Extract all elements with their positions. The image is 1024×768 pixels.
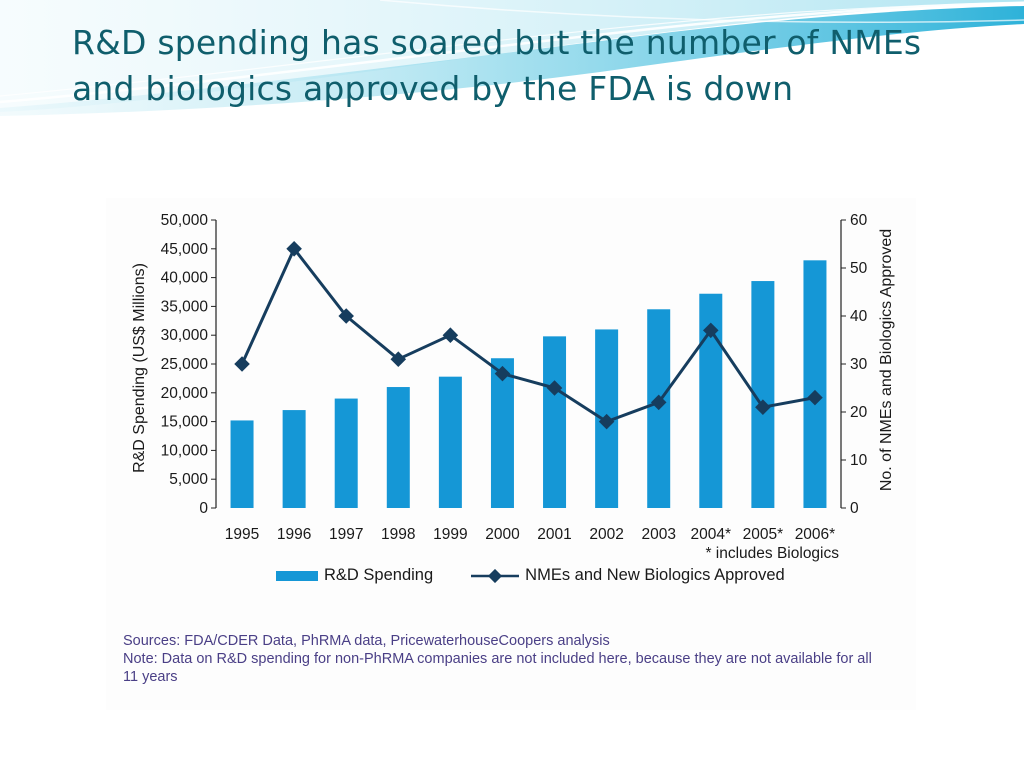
x-tick-labels: 1995 1996 1997 1998 1999 2000 2001 2002 2003 2004…	[225, 526, 835, 543]
approvals-point	[234, 356, 250, 372]
bar-rd-spending	[751, 281, 775, 508]
right-tick-label: 10	[850, 452, 868, 469]
x-tick-label: 2002	[589, 526, 623, 543]
bar-rd-spending	[490, 358, 514, 508]
x-tick-label: 2005*	[743, 526, 784, 543]
legend-line-swatch	[471, 568, 520, 583]
bar-rd-spending	[230, 420, 254, 508]
chart-panel: 0 5,000 10,000 15,000 20,000 25,000 30,000 35,0…	[106, 198, 916, 710]
chart-footnote: * includes Biologics	[705, 545, 839, 562]
left-tick-label: 5,000	[169, 471, 208, 488]
left-tick-label: 25,000	[161, 356, 209, 373]
note-text: Note: Data on R&D spending for non-PhRMA…	[123, 651, 872, 685]
x-tick-label: 2003	[641, 526, 675, 543]
y2-axis-title: No. of NMEs and Biologics Approved	[878, 229, 895, 491]
legend-item-rd-spending: R&D Spending	[276, 566, 433, 585]
right-tick-label: 50	[850, 260, 868, 277]
left-tick-label: 45,000	[161, 241, 209, 258]
left-tick-label: 50,000	[161, 212, 209, 229]
legend-bar-swatch	[276, 570, 318, 581]
right-tick-label: 20	[850, 404, 868, 421]
chart-notes: Sources: FDA/CDER Data, PhRMA data, Pric…	[123, 632, 883, 686]
left-tick-label: 20,000	[161, 385, 209, 402]
bar-rd-spending	[334, 398, 358, 508]
line-series	[234, 241, 823, 430]
bar-rd-spending	[699, 293, 723, 508]
combo-chart: 0 5,000 10,000 15,000 20,000 25,000 30,000 35,0…	[131, 212, 895, 562]
right-tick-label: 0	[850, 500, 859, 517]
right-tick-label: 30	[850, 356, 868, 373]
x-tick-label: 1999	[433, 526, 467, 543]
left-axis: 0 5,000 10,000 15,000 20,000 25,000 30,000 35,0…	[161, 212, 217, 517]
x-tick-label: 1996	[277, 526, 311, 543]
left-tick-label: 15,000	[161, 414, 209, 431]
bar-rd-spending	[438, 376, 462, 508]
legend-label-approvals: NMEs and New Biologics Approved	[525, 566, 785, 584]
bar-rd-spending	[386, 387, 410, 508]
x-tick-label: 2000	[485, 526, 520, 543]
left-tick-label: 10,000	[161, 442, 209, 459]
approvals-line	[240, 247, 816, 424]
bar-rd-spending	[803, 260, 827, 508]
left-tick-label: 35,000	[161, 298, 209, 315]
chart-legend: R&D Spending NMEs and New Biologics Appr…	[276, 566, 823, 585]
approvals-point	[546, 380, 563, 396]
right-tick-label: 60	[850, 212, 868, 229]
bar-rd-spending	[282, 410, 306, 508]
x-tick-label: 1995	[225, 526, 259, 543]
bar-rd-spending	[543, 336, 567, 508]
x-tick-label: 2004*	[691, 526, 732, 543]
right-axis: 0 10 20 30 40 50 60	[840, 212, 868, 517]
approvals-point	[390, 351, 407, 367]
slide-title: R&D spending has soared but the number o…	[72, 23, 922, 108]
x-tick-label: 2001	[537, 526, 571, 543]
x-tick-label: 2006*	[795, 526, 836, 543]
x-tick-label: 1998	[381, 526, 415, 543]
approvals-point	[442, 327, 459, 343]
header-swoosh-decoration	[0, 0, 1024, 116]
bar-series	[230, 260, 827, 508]
legend-item-approvals: NMEs and New Biologics Approved	[471, 566, 785, 585]
legend-label-rd-spending: R&D Spending	[324, 566, 434, 584]
left-tick-label: 30,000	[161, 327, 209, 344]
left-tick-label: 40,000	[161, 270, 209, 287]
left-tick-label: 0	[199, 500, 208, 517]
right-tick-label: 40	[850, 308, 868, 325]
sources-text: Sources: FDA/CDER Data, PhRMA data, Pric…	[123, 633, 610, 649]
y-axis-title: R&D Spending (US$ Millions)	[131, 263, 148, 473]
x-tick-label: 1997	[329, 526, 363, 543]
approvals-point	[755, 399, 771, 415]
